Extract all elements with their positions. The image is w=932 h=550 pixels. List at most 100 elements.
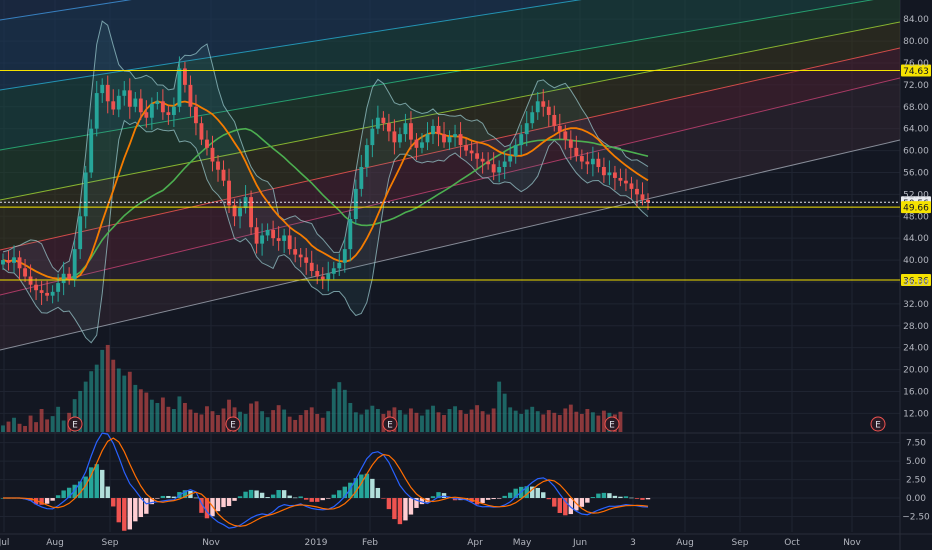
macd-histogram-bar bbox=[320, 498, 325, 501]
channel-band bbox=[0, 48, 900, 295]
volume-bar bbox=[320, 417, 325, 432]
candle-body bbox=[182, 68, 187, 85]
volume-bar bbox=[601, 410, 606, 432]
candle-body bbox=[100, 84, 105, 94]
candle-body bbox=[276, 238, 281, 241]
y-tick-label: 72.00 bbox=[903, 81, 929, 91]
volume-bar bbox=[293, 419, 298, 432]
earnings-marker[interactable]: E bbox=[225, 416, 241, 432]
candle-body bbox=[6, 260, 11, 263]
macd-histogram-bar bbox=[237, 496, 243, 499]
macd-histogram-bar bbox=[408, 498, 414, 515]
macd-histogram-bar bbox=[331, 494, 336, 499]
candle-body bbox=[122, 90, 127, 96]
candle-body bbox=[50, 291, 55, 296]
candle-body bbox=[497, 166, 502, 173]
macd-histogram-bar bbox=[138, 498, 144, 518]
volume-bar bbox=[524, 409, 529, 432]
candle-body bbox=[409, 123, 413, 140]
earnings-marker[interactable]: E bbox=[382, 416, 398, 432]
volume-bar bbox=[618, 411, 623, 432]
macd-histogram-bar bbox=[144, 498, 149, 514]
candle-body bbox=[271, 229, 276, 239]
macd-histogram-bar bbox=[265, 497, 270, 499]
moving-average-short bbox=[2, 100, 649, 281]
macd-histogram-bar bbox=[524, 486, 529, 499]
candle-body bbox=[607, 172, 612, 176]
volume-bar bbox=[425, 409, 430, 432]
macd-histogram-bar bbox=[127, 498, 132, 530]
earnings-label: E bbox=[609, 421, 615, 431]
price-label[interactable]: 49.66 bbox=[901, 201, 931, 214]
macd-histogram-bar bbox=[89, 467, 94, 499]
candle-body bbox=[326, 273, 331, 280]
macd-histogram-bar bbox=[326, 498, 331, 499]
volume-bar bbox=[265, 417, 270, 432]
volume-bar bbox=[111, 359, 116, 432]
candle-body bbox=[436, 125, 441, 135]
macd-histogram-bar bbox=[480, 498, 485, 503]
macd-histogram-bar bbox=[552, 498, 557, 507]
candle-body bbox=[78, 216, 83, 250]
candle-body bbox=[304, 257, 309, 263]
macd-histogram-bar bbox=[116, 498, 121, 523]
macd-y-tick-label: 7.50 bbox=[906, 439, 926, 449]
candle-body bbox=[127, 90, 132, 107]
candle-body bbox=[420, 142, 424, 148]
macd-histogram-bar bbox=[287, 495, 292, 499]
volume-bars bbox=[1, 344, 623, 432]
earnings-marker[interactable]: E bbox=[67, 416, 83, 432]
y-tick-label: 60.00 bbox=[903, 147, 929, 157]
candle-body bbox=[386, 123, 391, 132]
volume-bar bbox=[541, 414, 546, 432]
volume-bar bbox=[249, 403, 254, 432]
candle-body bbox=[337, 262, 342, 269]
earnings-marker[interactable]: E bbox=[604, 416, 620, 432]
volume-bar bbox=[50, 416, 55, 432]
candle-body bbox=[414, 139, 419, 148]
candle-body bbox=[149, 104, 154, 118]
x-tick-label: Sep bbox=[732, 538, 749, 548]
price-label[interactable]: 36.36 bbox=[901, 274, 931, 287]
x-tick-label: Feb bbox=[362, 538, 378, 548]
macd-histogram-bar bbox=[507, 492, 513, 499]
candle-body bbox=[133, 98, 138, 107]
macd-histogram-bar bbox=[337, 490, 342, 499]
volume-bar bbox=[563, 408, 568, 432]
volume-bar bbox=[546, 410, 551, 432]
y-tick-label: 40.00 bbox=[903, 256, 929, 266]
candle-body bbox=[45, 292, 50, 296]
candle-body bbox=[342, 249, 347, 263]
candle-body bbox=[375, 117, 380, 129]
volume-bar bbox=[78, 390, 83, 432]
volume-bar bbox=[557, 415, 562, 432]
candle-body bbox=[486, 161, 491, 165]
earnings-marker[interactable]: E bbox=[870, 416, 886, 432]
candle-body bbox=[177, 68, 182, 107]
price-label[interactable]: 74.63 bbox=[901, 64, 931, 77]
volume-bar bbox=[254, 401, 259, 432]
channel-band bbox=[0, 0, 900, 200]
volume-bar bbox=[122, 375, 127, 432]
volume-bar bbox=[34, 422, 39, 432]
candle-body bbox=[205, 139, 209, 148]
macd-histogram-bar bbox=[414, 498, 419, 508]
volume-bar bbox=[227, 399, 231, 432]
macd-panel[interactable] bbox=[0, 432, 651, 531]
macd-histogram-bar bbox=[392, 498, 397, 520]
candle-body bbox=[629, 183, 634, 189]
candle-body bbox=[348, 219, 353, 250]
macd-histogram-bar bbox=[155, 498, 160, 499]
volume-bar bbox=[166, 406, 171, 432]
candle-body bbox=[353, 188, 358, 220]
candle-body bbox=[475, 153, 480, 159]
macd-histogram-bar bbox=[199, 498, 204, 513]
volume-bar bbox=[568, 404, 573, 432]
volume-bar bbox=[414, 412, 419, 432]
candle-body bbox=[397, 134, 402, 143]
macd-histogram-bar bbox=[315, 498, 320, 502]
